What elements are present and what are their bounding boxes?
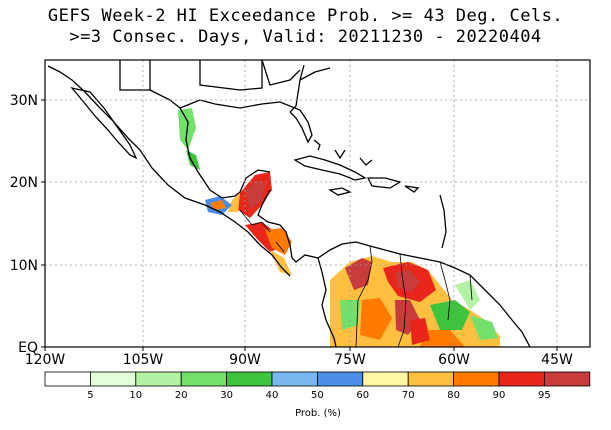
- lon-label-90w: 90W: [229, 352, 261, 368]
- legend-tick-label: 95: [538, 390, 551, 401]
- lon-label-75w: 75W: [334, 352, 366, 368]
- color-legend: 5 10 20 30 40 50 60 70 80 90 95: [44, 371, 591, 401]
- legend-tick-label: 80: [447, 390, 460, 401]
- legend-swatch: [544, 371, 591, 387]
- legend-swatch: [90, 371, 137, 387]
- legend-tick-label: 40: [266, 390, 279, 401]
- legend-tick-label: 60: [356, 390, 369, 401]
- legend-swatch: [498, 371, 545, 387]
- coastlines: [47, 60, 531, 347]
- axis-ticks: [41, 99, 558, 351]
- legend-tick-label: 10: [129, 390, 142, 401]
- legend-tick-label: 50: [311, 390, 324, 401]
- country-borders: [239, 209, 473, 347]
- probability-shading: [178, 108, 500, 347]
- legend-swatch: [407, 371, 455, 387]
- legend-tick-label: 70: [402, 390, 415, 401]
- latitude-labels: 30N 20N 10N EQ: [10, 93, 38, 356]
- lon-label-120w: 120W: [25, 352, 66, 368]
- map-title-line1: GEFS Week-2 HI Exceedance Prob. >= 43 De…: [47, 6, 564, 26]
- legend-swatch: [453, 371, 500, 387]
- gridlines: [45, 60, 590, 347]
- legend-tick-label: 5: [87, 390, 93, 401]
- lon-label-45w: 45W: [541, 352, 573, 368]
- legend-title: Prob. (%): [295, 408, 341, 419]
- legend-swatch: [44, 371, 91, 387]
- longitude-labels: 120W 105W 90W 75W 60W 45W: [25, 352, 573, 368]
- lat-label-20n: 20N: [10, 175, 38, 191]
- lat-label-eq: EQ: [18, 340, 38, 356]
- legend-swatch: [180, 371, 227, 387]
- lat-label-30n: 30N: [10, 93, 38, 109]
- map-title-line2: >=3 Consec. Days, Valid: 20211230 - 2022…: [69, 27, 542, 47]
- lat-label-10n: 10N: [10, 258, 38, 274]
- legend-swatch: [135, 371, 182, 387]
- legend-tick-label: 90: [493, 390, 506, 401]
- legend-swatch: [316, 371, 364, 387]
- legend-swatch: [362, 371, 409, 387]
- lon-label-60w: 60W: [438, 352, 470, 368]
- legend-swatch: [226, 371, 273, 387]
- legend-tick-label: 20: [175, 390, 188, 401]
- legend-tick-label: 30: [220, 390, 233, 401]
- map-frame: [44, 59, 591, 348]
- lon-label-105w: 105W: [123, 352, 164, 368]
- legend-swatch: [271, 371, 318, 387]
